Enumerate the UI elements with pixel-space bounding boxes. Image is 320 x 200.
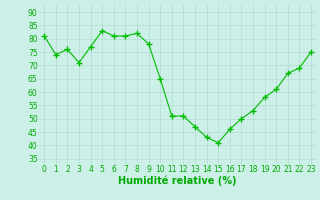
X-axis label: Humidité relative (%): Humidité relative (%) — [118, 175, 237, 186]
